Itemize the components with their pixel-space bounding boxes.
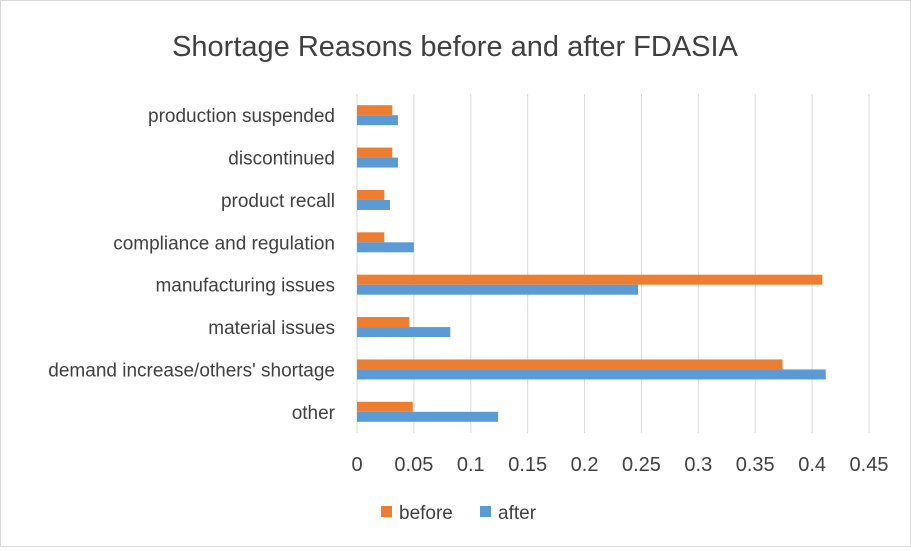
category-label: material issues [208,318,335,339]
x-tick-label: 0.2 [571,454,599,476]
x-tick-label: 0 [351,454,362,476]
category-label: discontinued [228,149,335,170]
bar-after-5 [357,327,451,338]
chart-title: Shortage Reasons before and after FDASIA [172,31,738,63]
legend-swatch-after [480,506,491,517]
category-label: product recall [221,191,335,212]
legend: before after [381,503,537,524]
bar-after-2 [357,199,390,210]
bar-before-4 [357,274,823,285]
bar-after-1 [357,157,398,168]
bars [357,105,826,422]
x-tick-label: 0.45 [850,454,889,476]
bar-before-3 [357,232,385,243]
bar-after-3 [357,242,414,253]
bar-after-0 [357,115,398,126]
bar-before-5 [357,317,410,328]
x-tick-label: 0.35 [736,454,775,476]
category-label: production suspended [148,106,335,127]
bar-before-6 [357,359,783,370]
legend-label-after: after [498,503,537,524]
x-tick-label: 0.1 [457,454,485,476]
bar-before-0 [357,105,393,116]
x-tick-label: 0.3 [684,454,712,476]
category-label: other [292,403,336,424]
category-labels: production suspended discontinued product … [48,106,335,424]
bar-before-7 [357,401,413,412]
x-tick-label: 0.05 [394,454,433,476]
x-tick-label: 0.25 [622,454,661,476]
bar-before-2 [357,189,385,200]
legend-label-before: before [399,503,453,524]
x-tick-label: 0.15 [508,454,547,476]
x-tick-label: 0.4 [798,454,826,476]
gridlines [356,94,870,433]
x-tick-labels: 0 0.05 0.1 0.15 0.2 0.25 0.3 0.35 0.4 0.45 [351,454,888,476]
bar-after-6 [357,369,826,380]
category-label: compliance and regulation [113,233,335,254]
bar-after-4 [357,284,639,295]
bar-after-7 [357,411,499,422]
category-label: demand increase/others' shortage [48,360,335,381]
bar-before-1 [357,147,393,158]
legend-swatch-before [381,506,392,517]
category-label: manufacturing issues [155,276,335,297]
